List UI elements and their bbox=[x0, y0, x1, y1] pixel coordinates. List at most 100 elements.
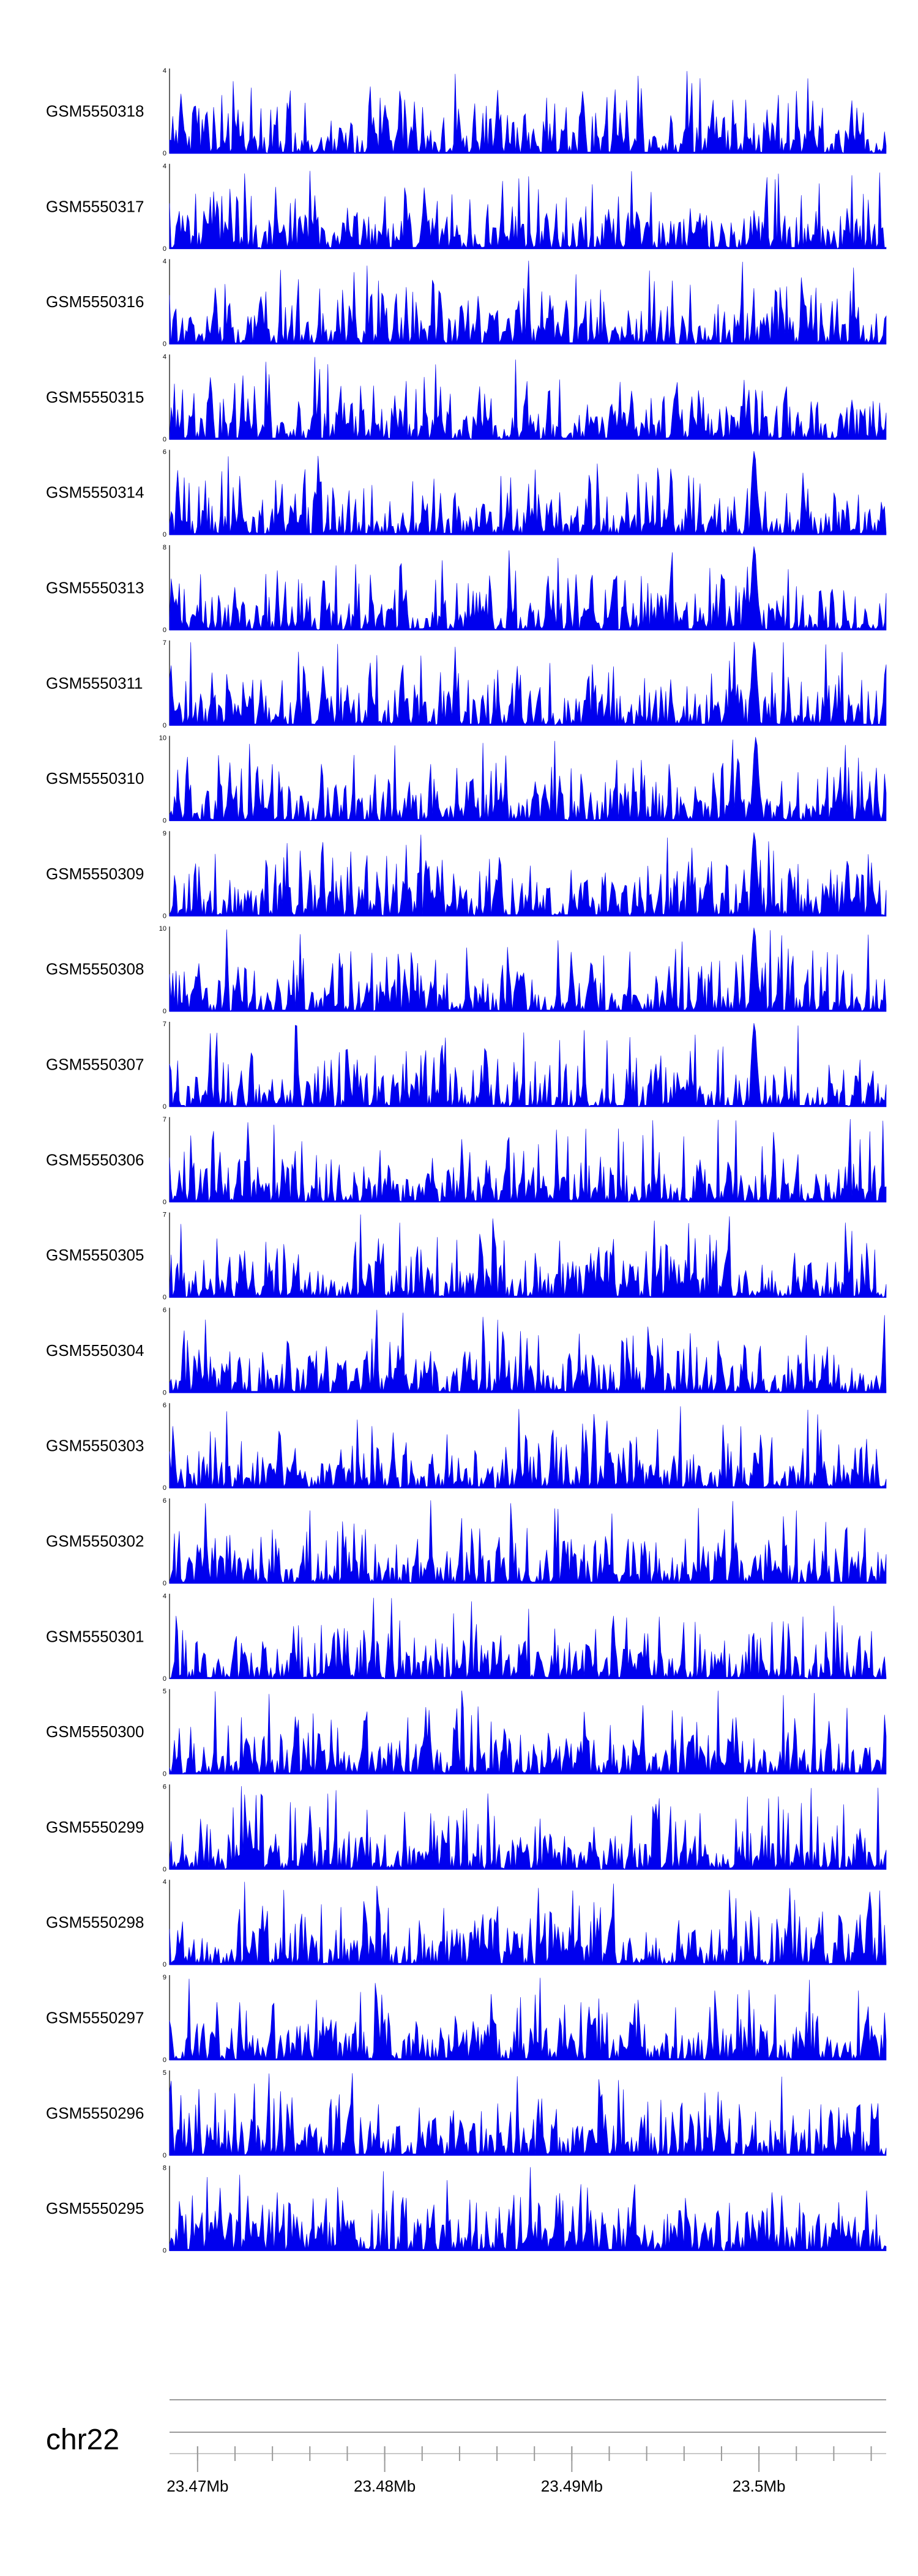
track-GSM5550300: GSM5550300 5 0 bbox=[46, 1688, 887, 1778]
track-GSM5550299: GSM5550299 6 0 bbox=[46, 1783, 887, 1873]
y-min-label: 0 bbox=[163, 912, 166, 920]
y-min-label: 0 bbox=[163, 531, 166, 538]
y-min-label: 0 bbox=[163, 436, 166, 443]
y-min-label: 0 bbox=[163, 341, 166, 348]
y-max-label: 5 bbox=[163, 2069, 166, 2077]
track-GSM5550311: GSM5550311 7 0 bbox=[46, 639, 887, 729]
track-GSM5550304: GSM5550304 6 0 bbox=[46, 1306, 887, 1396]
track-label: GSM5550317 bbox=[46, 197, 144, 215]
y-max-label: 6 bbox=[163, 1402, 166, 1409]
track-GSM5550297: GSM5550297 9 0 bbox=[46, 1974, 887, 2064]
coverage-area bbox=[169, 1690, 887, 1774]
tick-label: 23.47Mb bbox=[166, 2477, 228, 2495]
coverage-area bbox=[169, 928, 887, 1012]
y-min-label: 0 bbox=[163, 1389, 166, 1396]
y-min-label: 0 bbox=[163, 1484, 166, 1492]
y-max-label: 4 bbox=[163, 353, 166, 360]
coverage-area bbox=[169, 1406, 887, 1489]
track-label: GSM5550301 bbox=[46, 1627, 144, 1645]
track-label: GSM5550314 bbox=[46, 483, 144, 502]
track-label: GSM5550300 bbox=[46, 1722, 144, 1741]
y-max-label: 4 bbox=[163, 1593, 166, 1600]
y-max-label: 6 bbox=[163, 1783, 166, 1790]
y-max-label: 6 bbox=[163, 449, 166, 456]
coverage-area bbox=[169, 1500, 887, 1584]
y-min-label: 0 bbox=[163, 2057, 166, 2064]
y-min-label: 0 bbox=[163, 722, 166, 729]
track-GSM5550314: GSM5550314 6 0 bbox=[46, 449, 887, 538]
track-label: GSM5550302 bbox=[46, 1532, 144, 1550]
y-min-label: 0 bbox=[163, 150, 166, 157]
track-label: GSM5550304 bbox=[46, 1341, 144, 1360]
track-GSM5550298: GSM5550298 4 0 bbox=[46, 1878, 887, 1968]
coverage-area bbox=[169, 737, 887, 821]
track-GSM5550302: GSM5550302 6 0 bbox=[46, 1497, 887, 1587]
y-max-label: 4 bbox=[163, 1878, 166, 1886]
track-GSM5550308: GSM5550308 10 0 bbox=[46, 925, 887, 1015]
track-label: GSM5550298 bbox=[46, 1913, 144, 1932]
track-label: GSM5550313 bbox=[46, 579, 144, 597]
coverage-area bbox=[169, 1119, 887, 1203]
coverage-area bbox=[169, 641, 887, 726]
y-max-label: 7 bbox=[163, 639, 166, 647]
track-GSM5550309: GSM5550309 9 0 bbox=[46, 830, 887, 920]
track-GSM5550296: GSM5550296 5 0 bbox=[46, 2069, 887, 2159]
track-GSM5550307: GSM5550307 7 0 bbox=[46, 1021, 887, 1111]
coverage-area bbox=[169, 357, 887, 440]
track-label: GSM5550316 bbox=[46, 292, 144, 311]
track-GSM5550318: GSM5550318 4 0 bbox=[46, 67, 887, 157]
coverage-area bbox=[169, 832, 887, 917]
y-max-label: 7 bbox=[163, 1116, 166, 1123]
track-GSM5550303: GSM5550303 6 0 bbox=[46, 1402, 887, 1492]
y-max-label: 9 bbox=[163, 1974, 166, 1981]
y-min-label: 0 bbox=[163, 2152, 166, 2159]
y-min-label: 0 bbox=[163, 1580, 166, 1587]
track-GSM5550310: GSM5550310 10 0 bbox=[46, 735, 887, 825]
coverage-tracks: GSM555031840GSM555031740GSM555031640GSM5… bbox=[46, 67, 887, 2255]
coverage-area bbox=[169, 1786, 887, 1870]
coverage-area bbox=[169, 1978, 887, 2061]
axis-ticks: 23.47Mb 23.48Mb 23.49Mb 23.5Mb bbox=[166, 2446, 872, 2495]
track-label: GSM5550306 bbox=[46, 1150, 144, 1169]
tick-label: 23.48Mb bbox=[354, 2477, 416, 2495]
y-min-label: 0 bbox=[163, 627, 166, 634]
track-label: GSM5550318 bbox=[46, 102, 144, 121]
track-GSM5550315: GSM5550315 4 0 bbox=[46, 353, 887, 443]
y-min-label: 0 bbox=[163, 1103, 166, 1111]
coverage-area bbox=[169, 260, 887, 345]
y-max-label: 4 bbox=[163, 163, 166, 170]
track-label: GSM5550303 bbox=[46, 1437, 144, 1455]
y-max-label: 6 bbox=[163, 1497, 166, 1505]
track-label: GSM5550310 bbox=[46, 769, 144, 787]
coverage-area bbox=[169, 1214, 887, 1298]
coverage-area bbox=[169, 1022, 887, 1107]
track-label: GSM5550307 bbox=[46, 1055, 144, 1074]
track-label: GSM5550309 bbox=[46, 865, 144, 883]
track-GSM5550301: GSM5550301 4 0 bbox=[46, 1593, 887, 1683]
track-label: GSM5550311 bbox=[46, 674, 143, 692]
genome-axis: chr22 23.47Mb 23.48Mb 23.49Mb 23.5Mb bbox=[46, 2399, 886, 2495]
coverage-area bbox=[169, 546, 887, 631]
y-min-label: 0 bbox=[163, 1771, 166, 1778]
y-min-label: 0 bbox=[163, 817, 166, 825]
track-label: GSM5550296 bbox=[46, 2104, 144, 2122]
y-max-label: 9 bbox=[163, 830, 166, 837]
y-max-label: 7 bbox=[163, 1021, 166, 1028]
track-label: GSM5550299 bbox=[46, 1818, 144, 1836]
coverage-area bbox=[169, 71, 887, 154]
track-label: GSM5550305 bbox=[46, 1246, 144, 1264]
tick-label: 23.49Mb bbox=[541, 2477, 603, 2495]
coverage-area bbox=[169, 1309, 887, 1393]
coverage-area bbox=[169, 171, 887, 250]
track-label: GSM5550295 bbox=[46, 2199, 144, 2217]
coverage-area bbox=[169, 1882, 887, 1965]
y-max-label: 4 bbox=[163, 67, 166, 75]
coverage-area bbox=[169, 451, 887, 535]
y-min-label: 0 bbox=[163, 1675, 166, 1683]
track-GSM5550313: GSM5550313 8 0 bbox=[46, 544, 887, 634]
track-GSM5550295: GSM5550295 8 0 bbox=[46, 2165, 887, 2255]
y-max-label: 10 bbox=[159, 735, 166, 742]
y-min-label: 0 bbox=[163, 245, 166, 253]
coverage-area bbox=[169, 2167, 887, 2251]
